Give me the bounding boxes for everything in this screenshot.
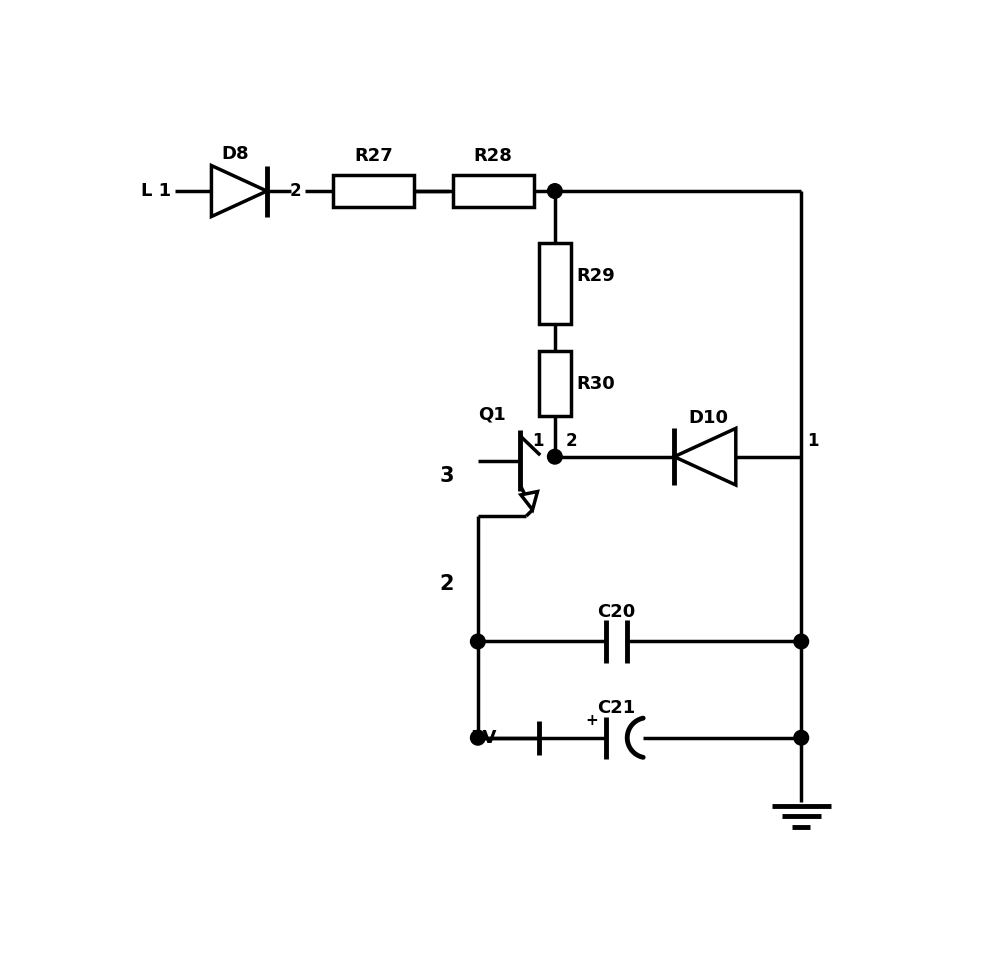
Circle shape [794, 730, 809, 745]
Circle shape [471, 730, 485, 745]
Text: 1: 1 [807, 432, 819, 450]
Circle shape [548, 183, 562, 198]
Bar [453, 175, 534, 207]
Text: L 1: L 1 [141, 183, 171, 200]
Circle shape [794, 634, 809, 649]
Text: R29: R29 [576, 266, 615, 285]
Text: 2: 2 [566, 432, 578, 450]
Bar [333, 175, 414, 207]
Text: 5V: 5V [471, 729, 497, 747]
Text: R27: R27 [355, 147, 393, 165]
Text: +: + [585, 713, 598, 728]
Text: Q1: Q1 [479, 405, 506, 424]
Bar [539, 350, 571, 417]
Polygon shape [521, 492, 538, 509]
Text: 2: 2 [289, 183, 301, 200]
Text: C20: C20 [597, 603, 636, 622]
Text: 3: 3 [440, 466, 454, 486]
Text: 1: 1 [532, 432, 544, 450]
Polygon shape [674, 428, 736, 485]
Circle shape [471, 634, 485, 649]
Circle shape [548, 449, 562, 464]
Polygon shape [211, 166, 267, 217]
Bar [539, 243, 571, 324]
Text: D10: D10 [689, 409, 729, 427]
Text: 2: 2 [440, 574, 454, 593]
Text: C21: C21 [597, 700, 636, 717]
Text: D8: D8 [221, 145, 249, 163]
Text: R28: R28 [474, 147, 513, 165]
Text: R30: R30 [576, 375, 615, 392]
